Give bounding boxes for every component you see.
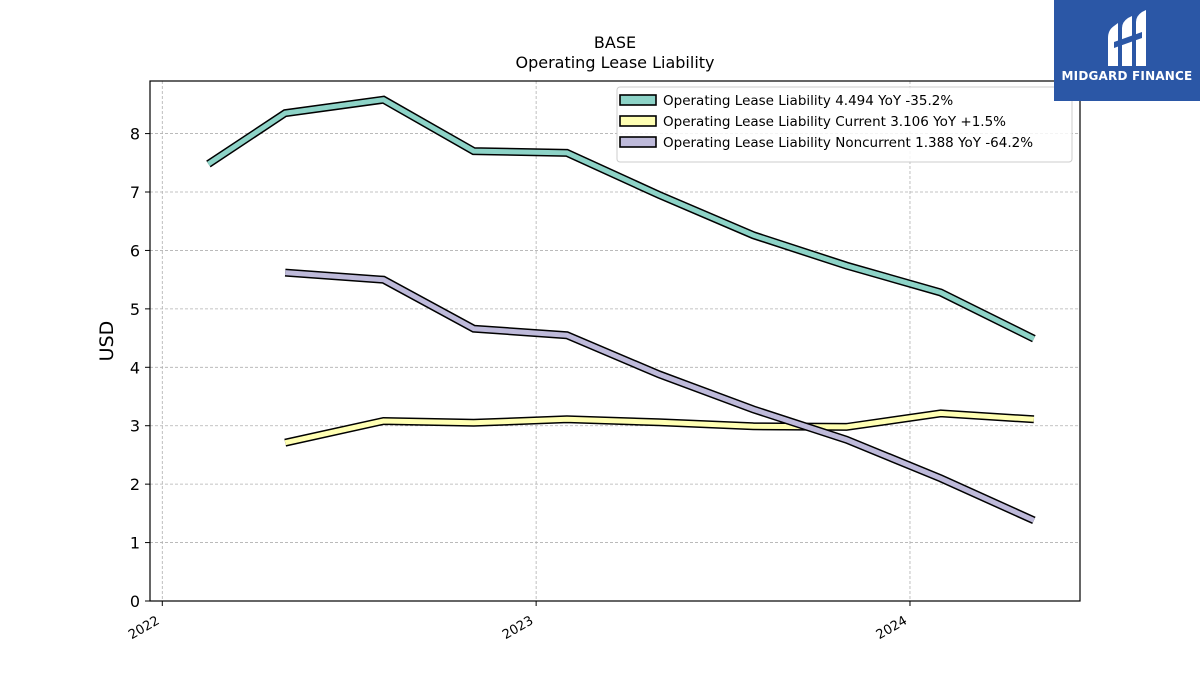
- legend-swatch: [619, 94, 657, 106]
- y-tick-label: 2: [130, 475, 140, 494]
- chart-subtitle: Operating Lease Liability: [515, 53, 714, 72]
- plot-area: [149, 80, 1081, 602]
- logo-brand-text: MIDGARD FINANCE: [1061, 69, 1193, 83]
- y-tick-label: 3: [130, 417, 140, 436]
- series-line: [284, 410, 1035, 446]
- y-tick-label: 0: [130, 592, 140, 611]
- grid: [150, 81, 1080, 602]
- y-tick-label: 8: [130, 125, 140, 144]
- legend-swatch: [619, 136, 657, 148]
- x-tick-label: 2023: [500, 613, 536, 643]
- y-tick-label: 1: [130, 534, 140, 553]
- legend-entry-label: Operating Lease Liability Current 3.106 …: [663, 114, 1006, 130]
- axis-ticks: 0 1 2 3 4 5 6 7 8 2022 2023 2024: [126, 125, 911, 643]
- series-line: [285, 270, 1035, 523]
- y-tick-label: 5: [130, 300, 140, 319]
- legend-box: [616, 86, 1073, 163]
- y-axis-label: USD: [96, 321, 118, 362]
- series-line: [207, 97, 1036, 341]
- legend-entry-label: Operating Lease Liability 4.494 YoY -35.…: [663, 93, 953, 109]
- chart-title: BASE: [594, 33, 636, 52]
- brand-logo: MIDGARD FINANCE: [1054, 0, 1200, 101]
- legend: Operating Lease Liability 4.494 YoY -35.…: [616, 86, 1073, 163]
- y-tick-label: 6: [130, 241, 140, 260]
- series-outline-line: [284, 268, 1036, 525]
- x-tick-label: 2024: [874, 613, 910, 643]
- logo-mark-icon: [1108, 10, 1146, 66]
- legend-swatch: [619, 115, 657, 127]
- y-tick-label: 7: [130, 183, 140, 202]
- y-tick-label: 4: [130, 358, 140, 377]
- series-lines: [206, 95, 1036, 525]
- legend-entry-label: Operating Lease Liability Noncurrent 1.3…: [663, 135, 1033, 151]
- x-tick-label: 2022: [126, 613, 162, 643]
